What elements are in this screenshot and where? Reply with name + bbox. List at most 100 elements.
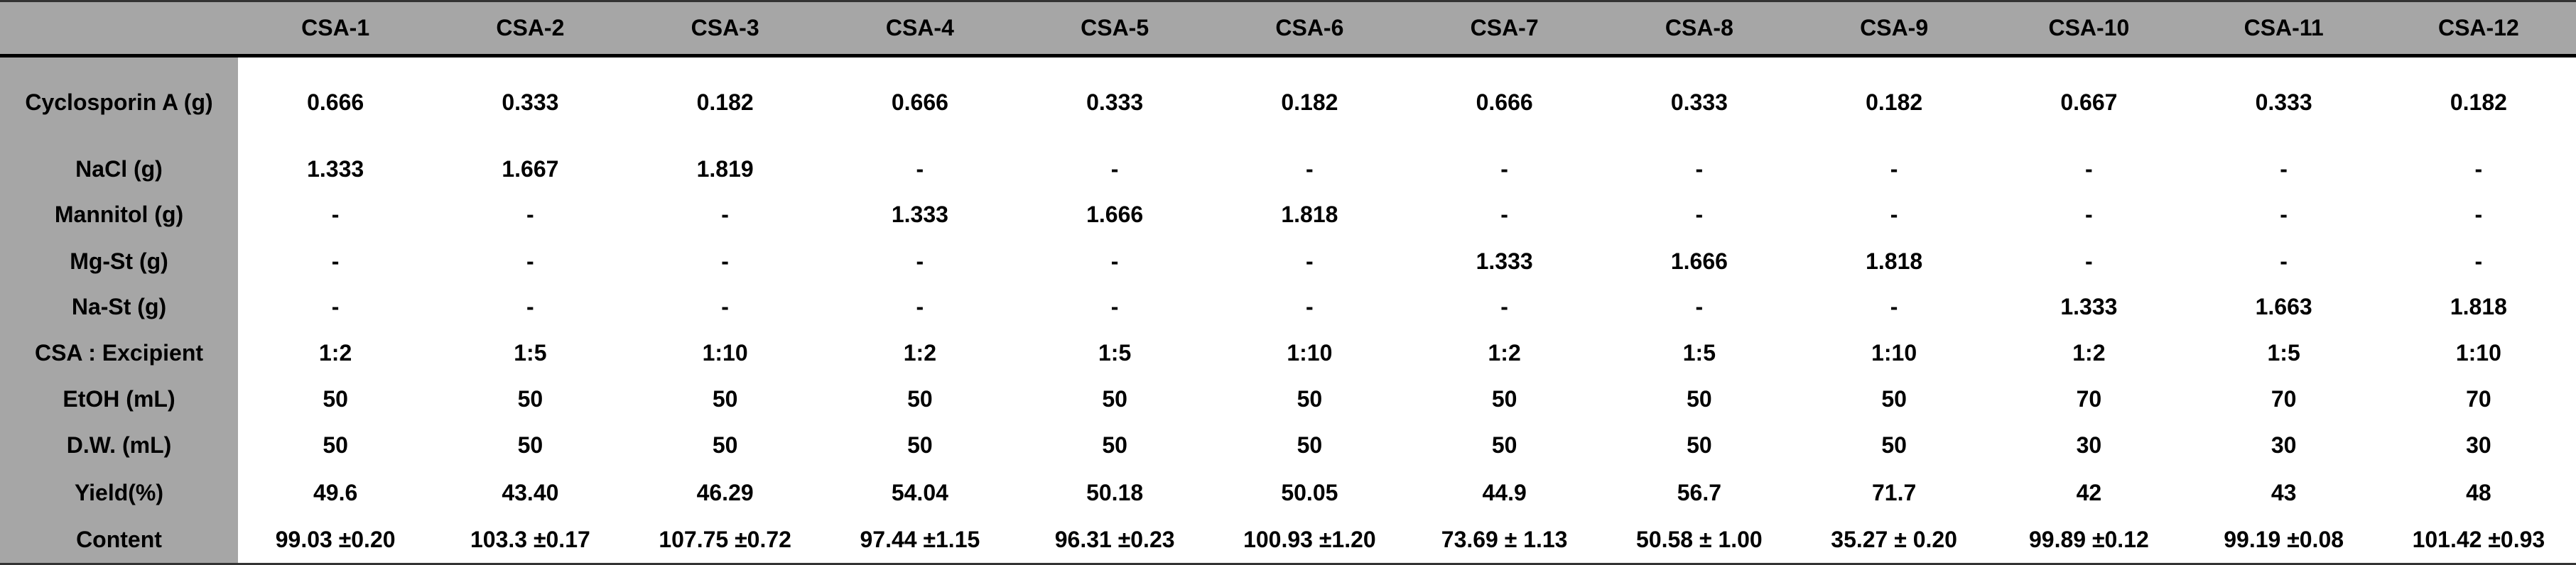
column-header: CSA-5	[1017, 0, 1213, 57]
table-row: Yield(%) 49.6 43.40 46.29 54.04 50.18 50.05 44.…	[0, 468, 2576, 517]
table-cell: 1:10	[2455, 339, 2501, 366]
table-cell: 107.75 ±0.72	[627, 517, 823, 565]
table-cell: 1:5	[514, 339, 547, 366]
table-cell: 1:2	[319, 339, 352, 366]
column-header: CSA-6	[1212, 0, 1407, 57]
table-cell: 101.42 ±0.93	[2381, 517, 2576, 565]
table-row: D.W. (mL) 50 50 50 50 50 50 50 50 50 30 30 30	[0, 422, 2576, 468]
table-cell: 0.666	[891, 89, 948, 115]
table-cell: -	[2280, 156, 2288, 182]
table-cell: -	[916, 294, 924, 319]
column-header: CSA-3	[627, 0, 823, 57]
table-cell: 1:2	[2072, 339, 2106, 366]
table-cell: 50	[1102, 385, 1127, 412]
table-cell: 0.333	[1086, 89, 1144, 115]
table-cell: -	[2280, 248, 2288, 274]
table-cell: 99.89 ±0.12	[1991, 517, 2187, 565]
table-cell: 50	[1687, 432, 1712, 458]
table-cell: -	[1306, 248, 1314, 274]
table-cell: 50	[517, 432, 543, 458]
table-cell: -	[2085, 202, 2093, 227]
table-cell: 99.19 ±0.08	[2186, 517, 2381, 565]
table-cell: 70	[2271, 385, 2297, 412]
table-row: Cyclosporin A (g) 0.666 0.333 0.182 0.666 0.3…	[0, 55, 2576, 148]
table-cell: 50.18	[1086, 479, 1144, 505]
table-cell: 50	[712, 432, 738, 458]
table-cell: -	[1306, 294, 1314, 319]
table-cell: 0.182	[2450, 89, 2507, 115]
table-cell: -	[1695, 156, 1704, 182]
table-cell: 1.333	[891, 202, 948, 227]
table-cell: 0.333	[2255, 89, 2312, 115]
table-cell: 0.666	[1476, 89, 1533, 115]
table-cell: 54.04	[891, 479, 948, 505]
table-cell: -	[1110, 156, 1119, 182]
row-label: Mg-St (g)	[0, 238, 238, 285]
table-cell: -	[916, 248, 924, 274]
table-cell: 50	[1881, 385, 1907, 412]
table-cell: -	[2280, 202, 2288, 227]
table-cell: 71.7	[1871, 479, 1917, 505]
table-cell: 1:2	[903, 339, 936, 366]
table-row: Mg-St (g) - - - - - - 1.333 1.666 1.818 - - -	[0, 238, 2576, 285]
table-cell: 35.27 ± 0.20	[1797, 517, 1992, 565]
table-cell: -	[1500, 156, 1508, 182]
table-cell: 96.31 ±0.23	[1017, 517, 1213, 565]
table-cell: 50	[1491, 385, 1517, 412]
table-cell: 1.818	[1281, 202, 1338, 227]
table-row: EtOH (mL) 50 50 50 50 50 50 50 50 50 70 70 70	[0, 375, 2576, 422]
table-cell: 70	[2076, 385, 2102, 412]
table-cell: 0.182	[1866, 89, 1923, 115]
table-row: CSA : Excipient 1:2 1:5 1:10 1:2 1:5 1:10 1:2 1:…	[0, 329, 2576, 376]
table-cell: 1:5	[1098, 339, 1132, 366]
table-cell: 50.05	[1281, 479, 1338, 505]
row-label: EtOH (mL)	[0, 375, 238, 422]
table-cell: 73.69 ± 1.13	[1407, 517, 1602, 565]
table-cell: 1.333	[1476, 248, 1533, 274]
table-cell: 50	[323, 385, 348, 412]
table-cell: 0.667	[2060, 89, 2118, 115]
table-cell: 1.333	[307, 156, 364, 182]
table-cell: -	[1500, 294, 1508, 319]
table-cell: 99.03 ±0.20	[238, 517, 433, 565]
table-cell: 30	[2271, 432, 2297, 458]
table-cell: -	[1890, 202, 1898, 227]
row-label: D.W. (mL)	[0, 422, 238, 468]
table-cell: 43	[2271, 479, 2297, 505]
table-cell: -	[1110, 294, 1119, 319]
table-cell: 1:10	[1287, 339, 1333, 366]
header-row: CSA-1 CSA-2 CSA-3 CSA-4 CSA-5 CSA-6 CSA-7 CSA-8…	[0, 0, 2576, 57]
table-cell: -	[331, 202, 340, 227]
table-cell: 42	[2076, 479, 2102, 505]
table-cell: 50	[1491, 432, 1517, 458]
table-cell: 48	[2466, 479, 2491, 505]
table-row: Content 99.03 ±0.20 103.3 ±0.17 107.75 ±0.7…	[0, 517, 2576, 565]
table-cell: 1:10	[1871, 339, 1917, 366]
row-label: CSA : Excipient	[0, 329, 238, 376]
table-cell: -	[2085, 248, 2093, 274]
table-cell: 50	[1687, 385, 1712, 412]
table-cell: 1:5	[1682, 339, 1716, 366]
table-cell: 44.9	[1482, 479, 1527, 505]
table-cell: -	[526, 294, 534, 319]
table-cell: 1.333	[2060, 294, 2118, 319]
table-cell: -	[1306, 156, 1314, 182]
table-cell: 1.663	[2255, 294, 2312, 319]
row-label: Na-St (g)	[0, 284, 238, 330]
table-cell: 0.333	[1670, 89, 1728, 115]
table-cell: 1.818	[2450, 294, 2507, 319]
table-cell: 0.666	[307, 89, 364, 115]
table-cell: 1.666	[1086, 202, 1144, 227]
column-header: CSA-1	[238, 0, 433, 57]
row-label: Yield(%)	[0, 468, 238, 517]
row-label: Content	[0, 517, 238, 565]
table-cell: 50.58 ± 1.00	[1601, 517, 1797, 565]
column-header: CSA-10	[1991, 0, 2187, 57]
table-cell: 56.7	[1677, 479, 1722, 505]
table-cell: 30	[2466, 432, 2491, 458]
table-cell: -	[526, 248, 534, 274]
corner-cell	[0, 0, 238, 57]
table-cell: -	[2474, 202, 2483, 227]
table-cell: 0.333	[502, 89, 559, 115]
